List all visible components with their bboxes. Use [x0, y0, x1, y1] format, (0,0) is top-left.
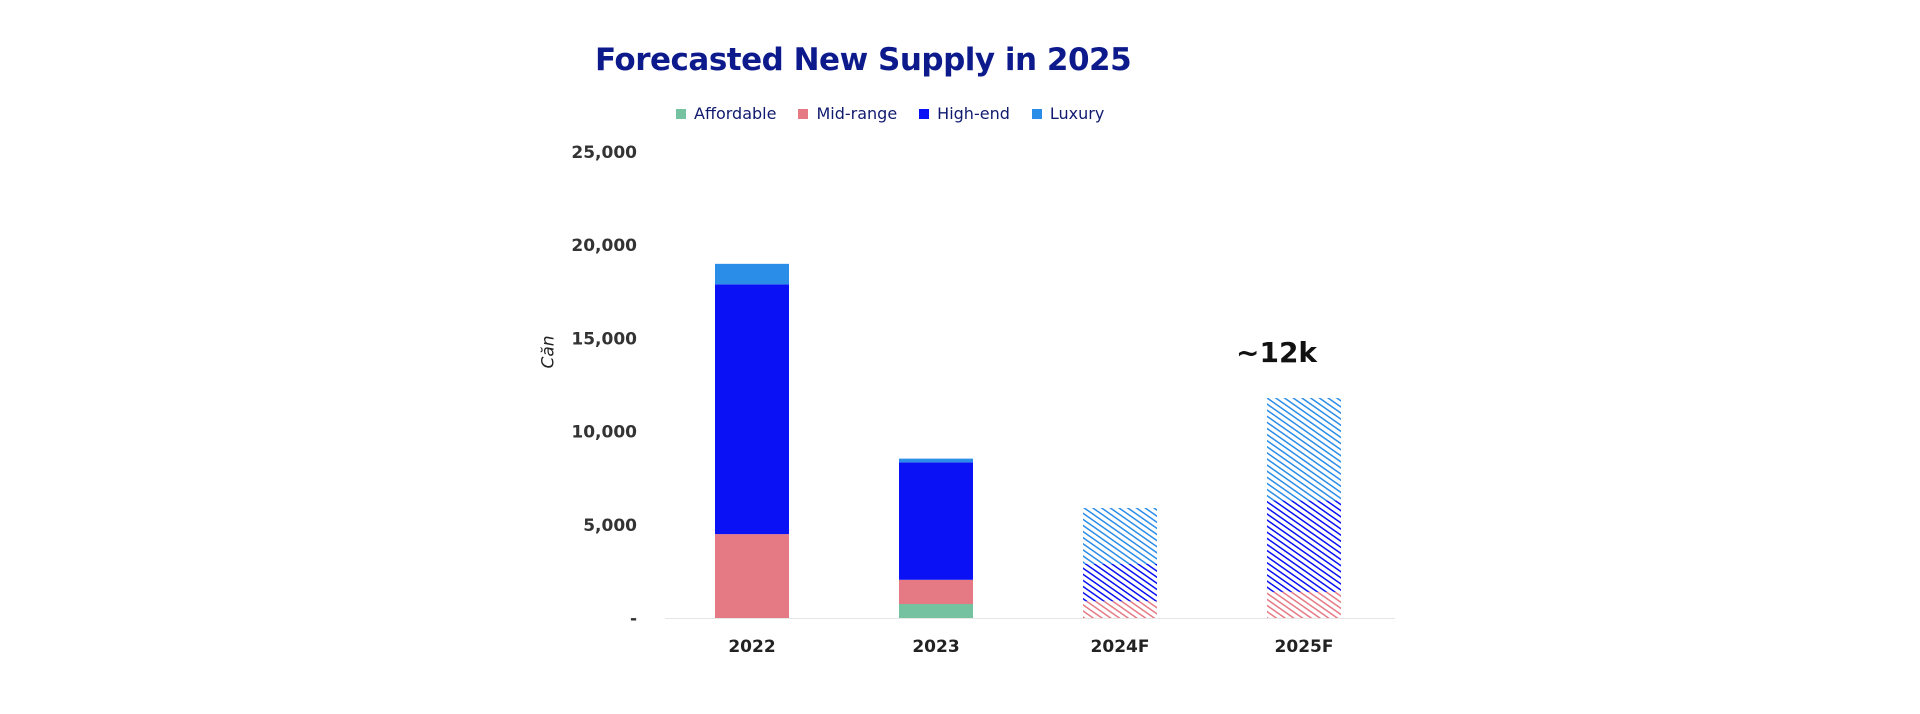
bars-layer [715, 263, 1341, 618]
legend-label-affordable: Affordable [694, 104, 777, 123]
bar-segment-luxury-2025f [1267, 398, 1341, 501]
x-tick-label: 2025F [1275, 637, 1334, 657]
labels-layer: 2022 2023 2024F 2025F [728, 637, 1333, 657]
legend-swatch-mid-range [798, 108, 809, 119]
bar-segment-high-end-2023 [899, 462, 973, 580]
bar-segment-mid-range-2025f [1267, 591, 1341, 618]
bar-segment-high-end-2024f [1083, 563, 1157, 602]
bar-segment-mid-range-2024f [1083, 601, 1157, 618]
bar-segment-high-end-2025f [1267, 500, 1341, 592]
y-tick-label: 15,000 [571, 329, 637, 349]
x-tick-label: 2023 [912, 637, 959, 657]
y-tick-label: 25,000 [571, 143, 637, 163]
legend-label-high-end: High-end [937, 104, 1010, 123]
bar-segment-luxury-2022 [715, 263, 789, 285]
bar-segment-luxury-2023 [899, 458, 973, 463]
y-tick-label: 20,000 [571, 236, 637, 256]
bar-segment-luxury-2024f [1083, 508, 1157, 564]
legend: Affordable Mid-range High-end Luxury [676, 104, 1126, 123]
total-annotation: ~12k [1236, 336, 1318, 369]
bar-segment-mid-range-2022 [715, 534, 789, 618]
legend-item-high-end: High-end [919, 104, 1010, 123]
y-tick-label: - [630, 609, 637, 629]
bar-segment-high-end-2022 [715, 284, 789, 535]
axis-layer: - 5,000 10,000 15,000 20,000 25,000 [571, 143, 1395, 629]
legend-item-luxury: Luxury [1031, 104, 1105, 123]
legend-label-mid-range: Mid-range [816, 104, 898, 123]
x-tick-label: 2022 [728, 637, 775, 657]
legend-swatch-affordable [676, 108, 686, 119]
legend-swatch-luxury [1031, 108, 1042, 119]
bar-segment-affordable-2023 [899, 604, 973, 618]
x-tick-label: 2024F [1091, 637, 1150, 657]
y-tick-label: 5,000 [583, 516, 637, 536]
legend-label-luxury: Luxury [1049, 104, 1105, 123]
legend-item-affordable: Affordable [676, 104, 776, 123]
bar-segment-mid-range-2023 [899, 579, 973, 605]
legend-item-mid-range: Mid-range [798, 104, 897, 123]
legend-swatch-high-end [919, 108, 930, 119]
y-tick-label: 10,000 [571, 423, 637, 443]
chart-title: Forecasted New Supply in 2025 [595, 42, 1132, 78]
